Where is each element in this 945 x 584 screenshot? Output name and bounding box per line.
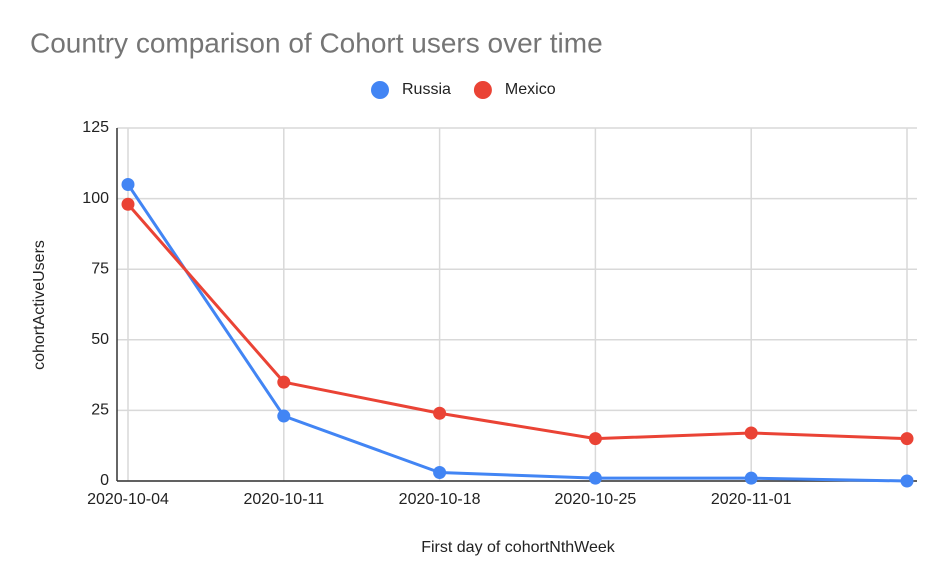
data-point — [744, 471, 758, 485]
series-line — [126, 183, 908, 483]
data-point — [588, 432, 602, 446]
y-tick-label: 0 — [100, 472, 109, 489]
series-line — [126, 203, 908, 441]
x-tick-label: 2020-10-18 — [399, 491, 481, 508]
x-axis-label: First day of cohortNthWeek — [421, 539, 616, 556]
data-point — [277, 375, 291, 389]
data-point — [121, 197, 135, 211]
x-tick-label: 2020-11-01 — [711, 491, 792, 508]
data-point — [900, 474, 914, 488]
x-tick-label: 2020-10-11 — [243, 491, 324, 508]
y-tick-label: 75 — [91, 260, 109, 277]
data-point — [433, 466, 447, 480]
legend-label: Mexico — [505, 81, 556, 98]
legend-label: Russia — [402, 81, 451, 98]
x-tick-label: 2020-10-04 — [87, 491, 169, 508]
y-axis-label: cohortActiveUsers — [31, 240, 48, 370]
data-point — [744, 426, 758, 440]
legend-marker — [371, 81, 389, 99]
y-tick-label: 125 — [82, 119, 109, 136]
data-point — [433, 406, 447, 420]
data-point — [277, 409, 291, 423]
legend-marker — [473, 81, 492, 99]
y-tick-label: 25 — [91, 402, 109, 419]
data-point — [588, 471, 602, 485]
x-tick-label: 2020-10-25 — [554, 491, 636, 508]
data-point — [900, 432, 914, 446]
y-tick-label: 50 — [91, 331, 109, 348]
data-point — [121, 177, 135, 191]
chart-title: Country comparison of Cohort users over … — [30, 27, 603, 58]
y-tick-label: 100 — [82, 190, 109, 207]
